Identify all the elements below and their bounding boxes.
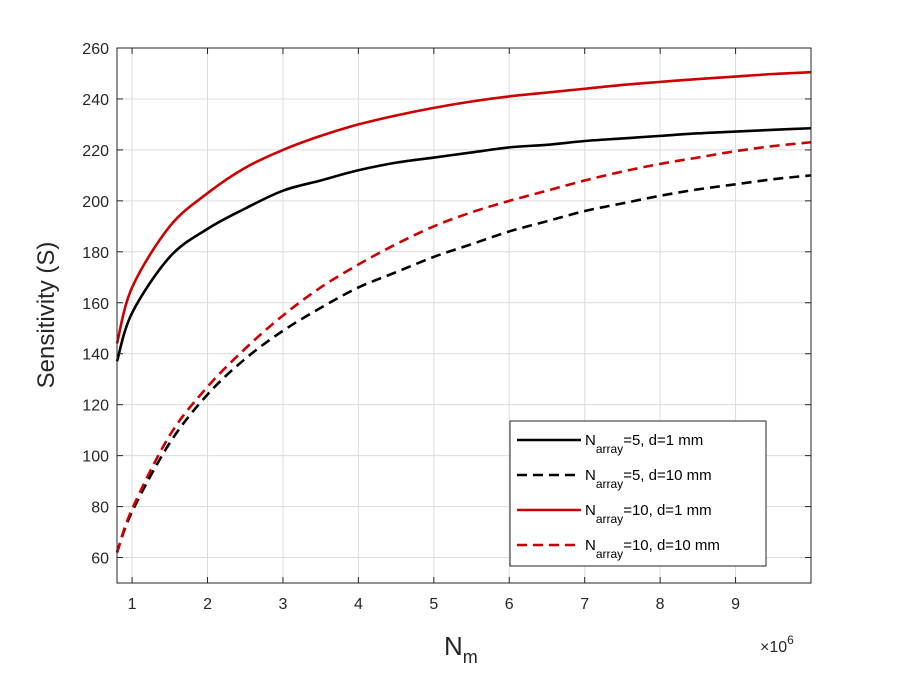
legend-label-prefix: N — [585, 502, 596, 519]
x-tick-label: 4 — [354, 596, 363, 613]
series-narray5-d10-line — [115, 174, 812, 553]
y-tick-label: 160 — [82, 296, 109, 313]
x-tick-label: 3 — [279, 596, 288, 613]
legend-label-suffix: =10, d=10 mm — [623, 537, 720, 554]
legend-label-sub: array — [596, 477, 623, 491]
x-axis-label: Nm — [444, 631, 478, 667]
x-multiplier: ×106 — [760, 633, 794, 656]
x-tick-label: 1 — [128, 596, 137, 613]
y-tick-label: 240 — [82, 92, 109, 109]
legend-label-sub: array — [596, 547, 623, 561]
x-tick-label: 6 — [505, 596, 514, 613]
series-narray10-d10-line — [115, 140, 812, 553]
y-tick-label: 260 — [82, 41, 109, 58]
y-tick-label: 80 — [91, 500, 109, 517]
x-multiplier-exp: 6 — [787, 633, 794, 647]
x-tick-label: 5 — [429, 596, 438, 613]
x-tick-label: 8 — [656, 596, 665, 613]
series-narray5-d1-line — [115, 126, 812, 362]
series-layer — [115, 70, 812, 553]
axes-box — [116, 47, 812, 584]
x-axis-label-main: N — [444, 631, 463, 661]
x-multiplier-prefix: ×10 — [760, 639, 787, 656]
legend-label-prefix: N — [585, 467, 596, 484]
legend-label-prefix: N — [585, 432, 596, 449]
x-tick-label: 9 — [731, 596, 740, 613]
y-tick-label: 180 — [82, 245, 109, 262]
legend-label-prefix: N — [585, 537, 596, 554]
legend-label: Narray=10, d=10 mm — [585, 537, 720, 561]
legend-label: Narray=5, d=1 mm — [585, 432, 703, 456]
legend-box — [509, 420, 767, 567]
x-ticks: 1 2 3 4 5 6 7 8 9 — [128, 48, 740, 613]
y-tick-label: 220 — [82, 143, 109, 160]
x-tick-label: 2 — [203, 596, 212, 613]
y-tick-label: 120 — [82, 398, 109, 415]
x-axis-label-sub: m — [463, 647, 478, 667]
legend-label-suffix: =10, d=1 mm — [623, 502, 711, 519]
legend-label-suffix: =5, d=10 mm — [623, 467, 711, 484]
y-tick-label: 100 — [82, 449, 109, 466]
series-narray10-d1-line — [115, 70, 812, 344]
legend-label-suffix: =5, d=1 mm — [623, 432, 703, 449]
y-axis-label: Sensitivity (S) — [33, 242, 60, 389]
y-tick-label: 200 — [82, 194, 109, 211]
y-tick-label: 60 — [91, 551, 109, 568]
legend-label-sub: array — [596, 442, 623, 456]
legend-label: Narray=5, d=10 mm — [585, 467, 712, 491]
legend-label: Narray=10, d=1 mm — [585, 502, 712, 526]
y-ticks: 60 80 100 120 140 160 180 200 220 240 260 — [82, 41, 811, 568]
legend-label-sub: array — [596, 512, 623, 526]
y-tick-label: 140 — [82, 347, 109, 364]
x-tick-label: 7 — [580, 596, 589, 613]
